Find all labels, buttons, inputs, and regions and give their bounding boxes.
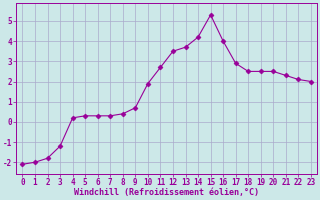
- X-axis label: Windchill (Refroidissement éolien,°C): Windchill (Refroidissement éolien,°C): [74, 188, 259, 197]
